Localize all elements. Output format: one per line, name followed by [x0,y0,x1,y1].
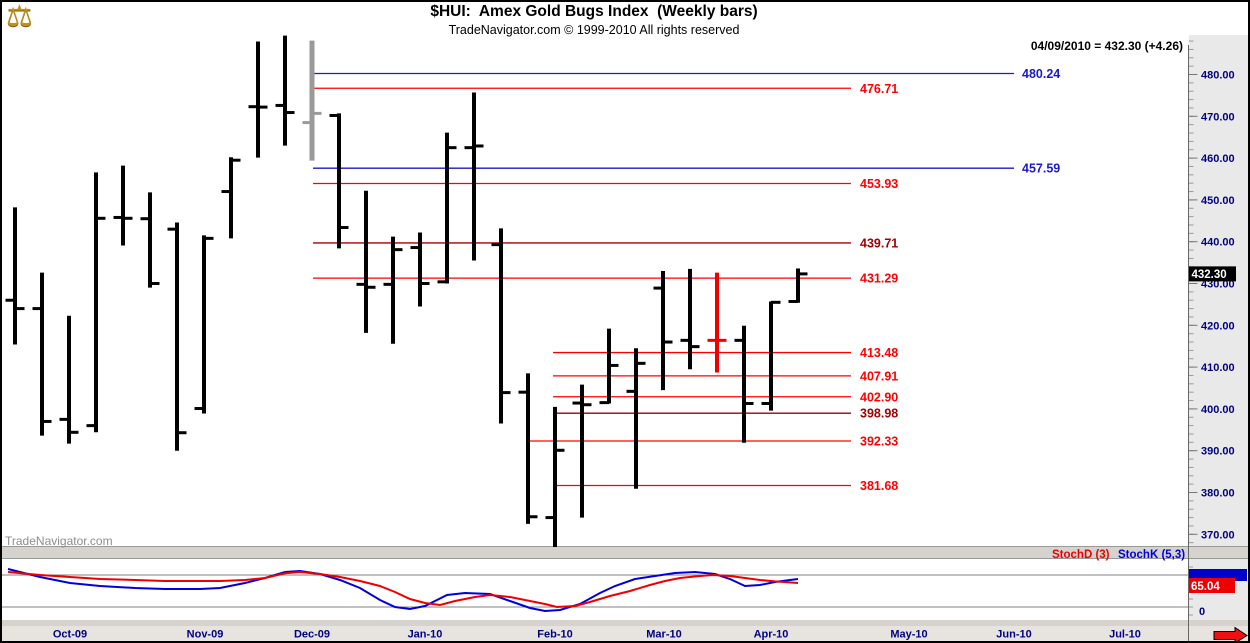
stoch-k-line [7,568,799,613]
price-bar [707,272,727,373]
price-bar [59,315,79,444]
price-bar [680,268,700,370]
stoch-d-value-box [1189,578,1235,593]
price-bar [329,113,349,249]
price-axis-tick-label: 370.00 [1201,529,1235,541]
price-bar [302,40,322,161]
stoch-d-value: 65.04 [1191,581,1220,593]
scroll-right-arrow[interactable] [1213,626,1248,643]
month-axis-label: Apr-10 [754,629,789,641]
price-axis-tick-label: 390.00 [1201,446,1235,458]
price-bar [167,222,187,451]
price-bar [626,348,646,489]
price-bar [86,172,106,433]
price-bar [599,328,619,405]
panel-separator-band [0,620,1250,626]
price-bar [275,35,295,146]
price-axis-tick-label: 470.00 [1201,111,1235,123]
price-level-label: 480.24 [1022,67,1060,81]
last-price-box-value: 432.30 [1192,269,1227,281]
chart-watermark: TradeNavigator.com [5,534,113,548]
month-axis-label: Nov-09 [187,629,224,641]
price-level-label: 402.90 [860,390,898,404]
month-axis-label: Jan-10 [408,629,443,641]
price-bar [248,41,268,158]
page-title: $HUI: Amex Gold Bugs Index (Weekly bars) [430,3,758,20]
price-bar [410,232,430,307]
copyright-subtitle: TradeNavigator.com © 1999-2010 All right… [448,23,740,37]
price-bar [140,192,160,288]
month-axis-label: May-10 [890,629,927,641]
price-axis-tick-label: 400.00 [1201,404,1235,416]
panel-separator-band [0,546,1250,559]
price-bar [572,384,592,518]
month-axis-label: Jul-10 [1109,629,1141,641]
price-bar [194,235,214,414]
month-axis-label: Oct-09 [53,629,87,641]
price-axis-tick-label: 480.00 [1201,70,1235,82]
stoch-d-legend-label: StochD (3) [1052,549,1110,561]
month-axis-label: Dec-09 [294,629,330,641]
stoch-zero-label: 0 [1199,606,1205,618]
gold-scales-icon: ⚖ [6,0,33,33]
month-axis-label: Mar-10 [646,629,681,641]
price-axis-tick-label: 420.00 [1201,320,1235,332]
price-bar [788,268,808,303]
price-bar [734,325,754,443]
price-bar [518,373,538,524]
price-bar [113,165,133,246]
month-axis-strip [0,626,1250,641]
price-bar [464,92,484,261]
price-bars [5,35,808,547]
price-axis-strip [1189,35,1248,641]
price-level-label: 476.71 [860,82,898,96]
price-level-label: 398.98 [860,407,898,421]
price-bar [356,190,376,333]
price-level-label: 392.33 [860,434,898,448]
price-bar [32,272,52,436]
month-axis-label: Jun-10 [996,629,1031,641]
stoch-d-line [7,570,799,609]
price-bar [221,157,241,239]
last-price-box [1189,266,1236,282]
price-level-label: 457.59 [1022,162,1060,176]
price-level-label: 431.29 [860,272,898,286]
price-bar [545,406,565,547]
price-bar [437,132,457,284]
price-bar [761,300,781,411]
price-level-label: 439.71 [860,236,898,250]
price-level-label: 413.48 [860,346,898,360]
price-bar [5,207,25,345]
price-axis-tick-label: 410.00 [1201,362,1235,374]
price-level-label: 381.68 [860,479,898,493]
price-axis-tick-label: 380.00 [1201,488,1235,500]
last-quote-readout: 04/09/2010 = 432.30 (+4.26) [1030,39,1183,53]
price-axis-tick-label: 430.00 [1201,279,1235,291]
price-axis-tick-label: 460.00 [1201,153,1235,165]
price-axis-tick-label: 450.00 [1201,195,1235,207]
stoch-k-legend-label: StochK (5,3) [1118,549,1185,561]
price-bar [383,236,403,344]
price-bar [653,270,673,391]
price-level-label: 453.93 [860,177,898,191]
price-axis-tick-label: 440.00 [1201,237,1235,249]
price-level-label: 407.91 [860,369,898,383]
month-axis-label: Feb-10 [537,629,572,641]
price-bar [491,228,511,424]
